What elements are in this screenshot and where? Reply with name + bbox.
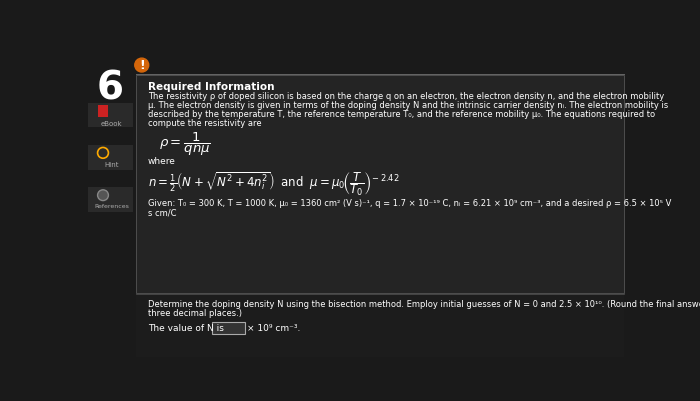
Text: μ. The electron density is given in terms of the doping density N and the intrin: μ. The electron density is given in term…: [148, 101, 668, 110]
Text: References: References: [94, 205, 129, 209]
FancyBboxPatch shape: [98, 105, 108, 117]
Text: × 10⁹ cm⁻³.: × 10⁹ cm⁻³.: [247, 324, 300, 333]
Text: three decimal places.): three decimal places.): [148, 309, 242, 318]
Text: Hint: Hint: [104, 162, 119, 168]
FancyBboxPatch shape: [88, 188, 133, 212]
Text: eBook: eBook: [101, 120, 122, 126]
Text: described by the temperature T, the reference temperature T₀, and the reference : described by the temperature T, the refe…: [148, 110, 655, 119]
Text: where: where: [148, 158, 176, 166]
Circle shape: [135, 58, 148, 72]
Text: 6: 6: [97, 70, 124, 108]
Text: s cm/C: s cm/C: [148, 208, 176, 217]
FancyBboxPatch shape: [136, 75, 624, 293]
Text: Determine the doping density N using the bisection method. Employ initial guesse: Determine the doping density N using the…: [148, 300, 700, 309]
Text: $\rho = \dfrac{1}{qn\mu}$: $\rho = \dfrac{1}{qn\mu}$: [159, 131, 211, 158]
Text: compute the resistivity are: compute the resistivity are: [148, 119, 262, 128]
FancyBboxPatch shape: [88, 145, 133, 170]
Text: $n = \frac{1}{2}\left(N + \sqrt{N^2 + 4n_i^2}\right)$$\;\;$and$\;\;$$\mu = \mu_0: $n = \frac{1}{2}\left(N + \sqrt{N^2 + 4n…: [148, 170, 400, 198]
Text: !: !: [139, 59, 145, 71]
FancyBboxPatch shape: [136, 294, 624, 357]
FancyBboxPatch shape: [88, 103, 133, 128]
Text: Given: T₀ = 300 K, T = 1000 K, μ₀ = 1360 cm² (V s)⁻¹, q = 1.7 × 10⁻¹⁹ C, nᵢ = 6.: Given: T₀ = 300 K, T = 1000 K, μ₀ = 1360…: [148, 199, 671, 208]
FancyBboxPatch shape: [212, 322, 245, 334]
Text: The resistivity ρ of doped silicon is based on the charge q on an electron, the : The resistivity ρ of doped silicon is ba…: [148, 92, 664, 101]
Text: The value of N is: The value of N is: [148, 324, 224, 333]
Circle shape: [97, 190, 108, 200]
Text: Required Information: Required Information: [148, 82, 274, 92]
